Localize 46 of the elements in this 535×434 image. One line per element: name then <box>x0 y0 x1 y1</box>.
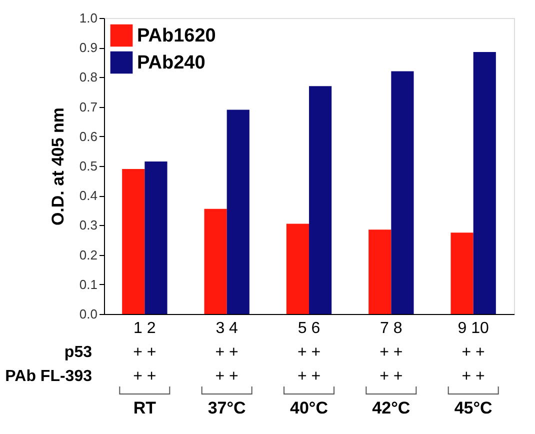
text: + + <box>380 344 403 361</box>
bar <box>391 71 414 314</box>
y-tick-label: 0.8 <box>79 70 98 85</box>
y-tick-label: 0.2 <box>79 247 98 262</box>
x-tick-label: 45°C <box>454 398 492 418</box>
y-tick-label: 0.1 <box>79 276 98 292</box>
legend-label: PAb240 <box>137 52 206 74</box>
y-tick-label: 1.0 <box>79 10 98 26</box>
bar <box>122 168 145 314</box>
bar <box>368 230 392 314</box>
text: p53 <box>64 344 92 361</box>
bar <box>144 162 168 314</box>
text: + + <box>380 368 403 385</box>
y-tick-label: 0.6 <box>79 128 98 144</box>
bar <box>204 208 227 314</box>
text: 3 4 <box>216 320 238 337</box>
bar <box>450 232 474 314</box>
text: + + <box>462 368 485 385</box>
legend-label: PAb1620 <box>137 26 216 46</box>
text: 1 2 <box>134 320 156 337</box>
y-tick-label: 0.0 <box>79 306 98 322</box>
text: 7 8 <box>380 320 402 337</box>
y-tick-label: 0.3 <box>79 218 98 233</box>
bar <box>309 86 332 314</box>
y-tick-label: 0.4 <box>79 188 98 204</box>
text: + + <box>297 344 321 361</box>
text: + + <box>215 368 238 385</box>
text: + + <box>133 344 156 361</box>
x-tick-label: 37°C <box>208 398 246 418</box>
text: + + <box>297 368 321 385</box>
bar <box>286 224 309 314</box>
text: + + <box>215 344 238 361</box>
x-tick-label: RT <box>133 398 157 418</box>
text: + + <box>462 344 485 361</box>
text: + + <box>133 368 156 385</box>
y-tick-label: 0.7 <box>79 99 98 114</box>
bar <box>473 52 496 314</box>
text: 9 10 <box>458 320 489 337</box>
x-tick-label: 42°C <box>372 398 410 418</box>
bar <box>226 110 250 314</box>
y-tick-label: 0.9 <box>79 40 98 56</box>
y-tick-label: 0.5 <box>79 158 98 174</box>
text: 5 6 <box>298 320 320 337</box>
text: PAb FL-393 <box>5 368 92 385</box>
y-axis-title: O.D. at 405 nm <box>48 107 68 226</box>
x-tick-label: 40°C <box>290 398 328 418</box>
